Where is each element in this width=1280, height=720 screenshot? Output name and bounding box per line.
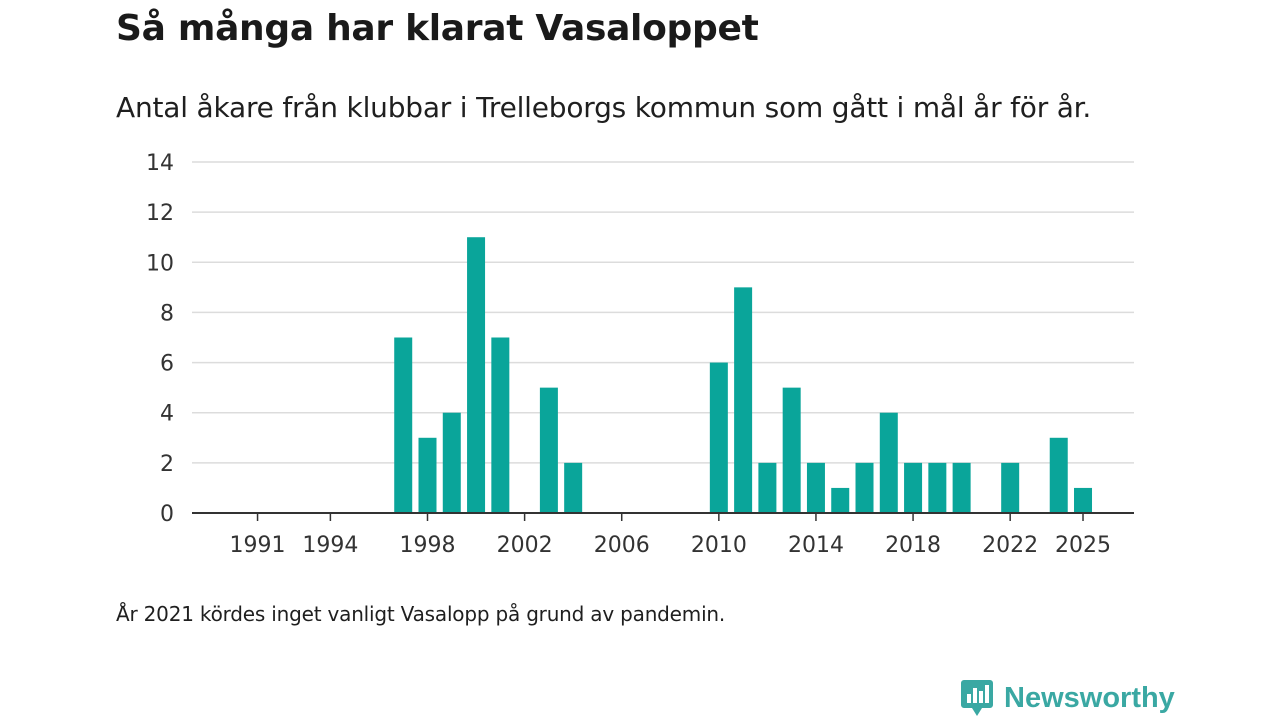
bar-1998 — [418, 437, 437, 513]
bar-2014 — [806, 462, 825, 513]
bar-chart: 0 2 4 6 8 10 12 14 1991 1994 1998 2002 2006 2010 2014… — [146, 151, 1134, 558]
y-tick-label: 14 — [146, 151, 174, 176]
bar-2001 — [491, 337, 510, 513]
bar-2011 — [734, 287, 753, 513]
y-tick-label: 10 — [146, 251, 174, 276]
x-tick-label: 2006 — [594, 533, 650, 558]
bar-2017 — [879, 412, 898, 513]
footnote: År 2021 kördes inget vanligt Vasalopp på… — [116, 602, 726, 626]
bar-2018 — [904, 462, 923, 513]
brand-name: Newsworthy — [1004, 681, 1175, 714]
bars — [394, 237, 1093, 513]
bar-2004 — [564, 462, 583, 513]
x-tick-label: 1994 — [302, 533, 358, 558]
bar-2012 — [758, 462, 777, 513]
y-tick-label: 12 — [146, 201, 174, 226]
brand-logo: Newsworthy — [960, 680, 1175, 716]
x-tick-label: 1998 — [400, 533, 456, 558]
y-axis-ticks: 0 2 4 6 8 10 12 14 — [146, 151, 174, 527]
x-tick-label: 2014 — [788, 533, 844, 558]
x-tick-label: 1991 — [230, 533, 286, 558]
bar-2016 — [855, 462, 874, 513]
x-tick-label: 2022 — [982, 533, 1038, 558]
newsworthy-logo-icon — [961, 680, 993, 716]
chart-title: Så många har klarat Vasaloppet — [116, 8, 759, 49]
y-tick-label: 0 — [160, 502, 174, 527]
y-tick-label: 4 — [160, 402, 174, 427]
bar-2010 — [709, 362, 728, 513]
bar-2022 — [1001, 462, 1020, 513]
y-tick-label: 8 — [160, 301, 174, 326]
bar-2015 — [831, 487, 850, 513]
bar-2003 — [539, 387, 558, 513]
x-tick-label: 2025 — [1055, 533, 1111, 558]
x-tick-label: 2010 — [691, 533, 747, 558]
x-tick-label: 2018 — [885, 533, 941, 558]
y-tick-label: 6 — [160, 352, 174, 377]
bar-2024 — [1049, 437, 1068, 513]
bar-2013 — [782, 387, 801, 513]
bar-1999 — [442, 412, 461, 513]
bar-2000 — [467, 237, 486, 513]
gridlines — [192, 161, 1134, 464]
bar-2025 — [1074, 487, 1093, 513]
x-tick-label: 2002 — [497, 533, 553, 558]
y-tick-label: 2 — [160, 452, 174, 477]
bar-2020 — [952, 462, 971, 513]
chart-subtitle: Antal åkare från klubbar i Trelleborgs k… — [116, 91, 1092, 124]
x-axis-ticks: 1991 1994 1998 2002 2006 2010 2014 2018 2022 2025 — [230, 513, 1111, 558]
bar-1997 — [394, 337, 413, 513]
bar-2019 — [928, 462, 947, 513]
